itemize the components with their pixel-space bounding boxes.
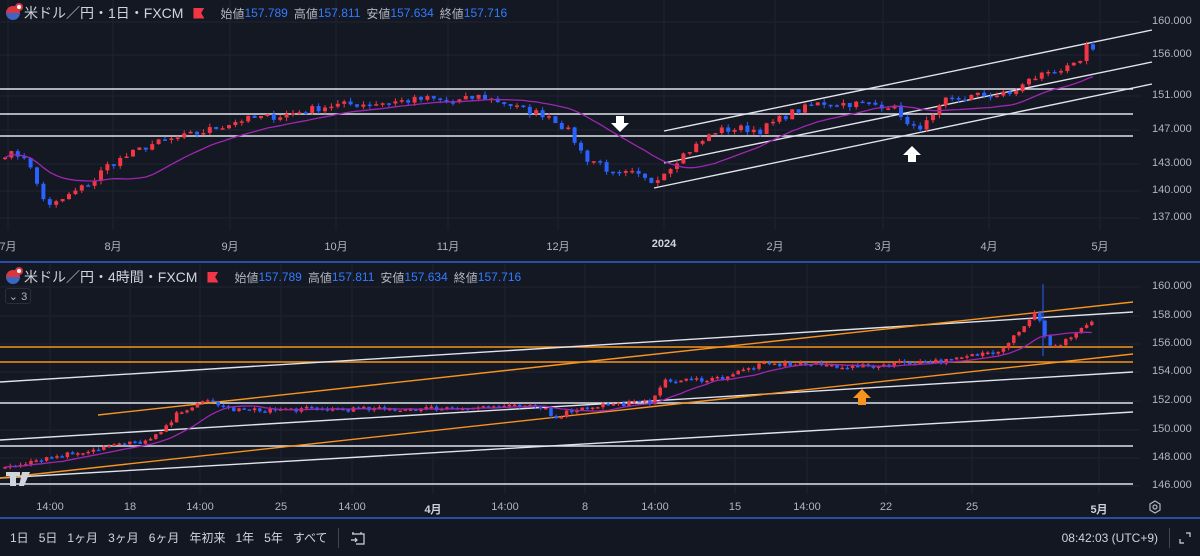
range-5y-button[interactable]: 5年 xyxy=(264,531,283,545)
time-tick: 5月 xyxy=(1090,504,1108,516)
price-tick: 150.000 xyxy=(1152,423,1192,435)
time-tick: 14:00 xyxy=(36,501,64,513)
time-tick: 10月 xyxy=(324,241,348,253)
time-tick: 9月 xyxy=(221,241,239,253)
4h-candlestick-plot[interactable] xyxy=(0,264,1200,516)
pane-divider[interactable] xyxy=(0,261,1200,263)
price-tick: 137.000 xyxy=(1152,211,1192,223)
toolbar-separator xyxy=(1169,527,1170,548)
price-tick: 160.000 xyxy=(1152,15,1192,27)
symbol-title[interactable]: 米ドル／円・4時間・FXCM xyxy=(24,269,198,285)
range-all-button[interactable]: すべて xyxy=(292,531,328,545)
bottom-toolbar: 1日 5日 1ヶ月 3ヶ月 6ヶ月 年初来 1年 5年 すべて 08:42:03… xyxy=(0,519,1200,556)
usd-jpy-flag-icon xyxy=(6,267,23,284)
price-tick: 156.000 xyxy=(1152,48,1192,60)
price-tick: 152.000 xyxy=(1152,394,1192,406)
daily-candlestick-plot[interactable] xyxy=(0,0,1200,262)
open-value: 157.789 xyxy=(258,270,302,284)
close-label: 終値 xyxy=(453,270,478,285)
open-label: 始値 xyxy=(220,6,245,21)
time-tick: 22 xyxy=(879,501,893,513)
time-tick: 12月 xyxy=(546,241,570,253)
time-tick: 5月 xyxy=(1091,241,1109,253)
range-5d-button[interactable]: 5日 xyxy=(38,531,58,545)
usd-jpy-flag-icon xyxy=(6,3,23,20)
daily-legend: 米ドル／円・1日・FXCM 始値 157.789 高値 157.811 安値 157.… xyxy=(6,3,508,22)
range-1m-button[interactable]: 1ヶ月 xyxy=(67,531,99,545)
open-label: 始値 xyxy=(234,270,259,285)
time-tick: 14:00 xyxy=(338,501,366,513)
time-tick: 15 xyxy=(728,501,742,513)
close-label: 終値 xyxy=(439,6,464,21)
price-tick: 143.000 xyxy=(1152,157,1192,169)
time-tick: 7月 xyxy=(0,241,17,253)
time-tick: 3月 xyxy=(874,241,892,253)
time-tick: 11月 xyxy=(436,241,460,253)
price-tick: 148.000 xyxy=(1152,451,1192,463)
low-label: 安値 xyxy=(366,6,391,21)
price-tick: 147.000 xyxy=(1152,123,1192,135)
time-tick: 4月 xyxy=(424,504,442,516)
range-1d-button[interactable]: 1日 xyxy=(10,531,29,545)
high-label: 高値 xyxy=(307,270,332,285)
time-tick: 25 xyxy=(274,501,288,513)
go-to-date-icon[interactable] xyxy=(349,529,367,547)
indicators-collapse-button[interactable]: ⌄ 3 xyxy=(5,288,31,304)
low-value: 157.634 xyxy=(404,270,448,284)
time-axis-divider xyxy=(0,517,1200,519)
price-tick: 151.000 xyxy=(1152,89,1192,101)
high-value: 157.811 xyxy=(317,6,361,20)
price-tick: 140.000 xyxy=(1152,184,1192,196)
4h-chart-pane[interactable]: 米ドル／円・4時間・FXCM 始値 157.789 高値 157.811 安値 157… xyxy=(0,264,1200,516)
time-tick: 14:00 xyxy=(186,501,214,513)
range-1y-button[interactable]: 1年 xyxy=(235,531,255,545)
time-tick: 18 xyxy=(123,501,137,513)
fullscreen-icon[interactable] xyxy=(1178,531,1192,545)
time-tick: 14:00 xyxy=(491,501,519,513)
time-tick: 4月 xyxy=(980,241,998,253)
high-label: 高値 xyxy=(293,6,318,21)
low-value: 157.634 xyxy=(390,6,434,20)
range-ytd-button[interactable]: 年初来 xyxy=(189,531,226,545)
time-tick: 2月 xyxy=(766,241,784,253)
daily-chart-pane[interactable]: 米ドル／円・1日・FXCM 始値 157.789 高値 157.811 安値 157.… xyxy=(0,0,1200,262)
close-value: 157.716 xyxy=(463,6,508,20)
close-value: 157.716 xyxy=(477,270,522,284)
toolbar-separator xyxy=(337,527,339,548)
price-tick: 154.000 xyxy=(1152,365,1192,377)
time-tick: 8月 xyxy=(104,241,122,253)
market-closed-flag-icon xyxy=(207,271,219,283)
low-label: 安値 xyxy=(380,270,405,285)
time-tick: 14:00 xyxy=(793,501,821,513)
settings-icon[interactable] xyxy=(1148,500,1162,514)
time-tick: 2024 xyxy=(651,238,677,250)
clock-timezone[interactable]: 08:42:03 (UTC+9) xyxy=(1061,530,1158,545)
range-6m-button[interactable]: 6ヶ月 xyxy=(148,531,180,545)
high-value: 157.811 xyxy=(331,270,375,284)
range-3m-button[interactable]: 3ヶ月 xyxy=(108,531,139,545)
price-tick: 160.000 xyxy=(1152,280,1192,292)
price-tick: 156.000 xyxy=(1152,337,1192,349)
price-tick: 146.000 xyxy=(1152,479,1192,491)
market-closed-flag-icon xyxy=(193,7,205,19)
time-tick: 14:00 xyxy=(641,501,669,513)
time-tick: 25 xyxy=(965,501,979,513)
time-tick: 8 xyxy=(581,501,589,513)
symbol-title[interactable]: 米ドル／円・1日・FXCM xyxy=(24,5,184,21)
open-value: 157.789 xyxy=(244,6,288,20)
price-tick: 158.000 xyxy=(1152,309,1192,321)
4h-legend: 米ドル／円・4時間・FXCM 始値 157.789 高値 157.811 安値 157… xyxy=(6,267,522,286)
